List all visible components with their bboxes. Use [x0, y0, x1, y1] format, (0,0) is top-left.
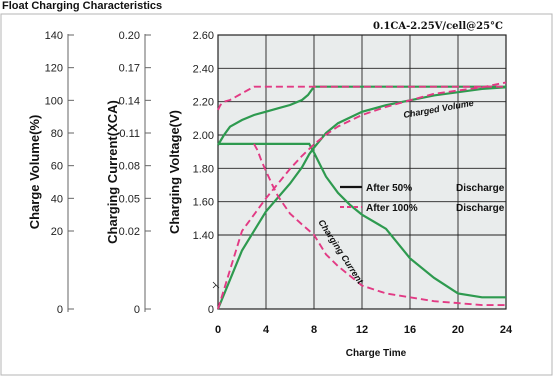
- x-axis-title: Charge Time: [346, 348, 407, 359]
- chart-frame: [0, 13, 553, 376]
- tick-labels: 1401201008060402000.200.170.140.110.080.…: [45, 30, 513, 336]
- volume-tick-label: 60: [51, 161, 63, 173]
- chart-title: Float Charging Characteristics: [2, 0, 162, 12]
- volume-tick-label: 100: [45, 95, 63, 107]
- volume-tick-label: 120: [45, 63, 63, 75]
- plot-border: [217, 34, 507, 310]
- legend: After 50% Discharge After 100% Discharge: [340, 183, 505, 214]
- volume-tick-label: 0: [57, 304, 63, 316]
- current-tick-label: 0: [134, 304, 140, 316]
- current-tick-label: 0.05: [119, 193, 140, 205]
- voltage-tick-label: 1.60: [193, 197, 214, 209]
- current-tick-label: 0.02: [119, 226, 140, 238]
- volume-tick-label: 20: [51, 226, 63, 238]
- current-tick-label: 0.14: [119, 95, 140, 107]
- axis-tick-marks: [68, 34, 151, 310]
- voltage-tick-label: 1.40: [193, 230, 214, 242]
- axis-break-icon: [212, 281, 220, 289]
- current-tick-label: 0.11: [119, 128, 140, 140]
- current-tick-label: 0.20: [119, 30, 140, 42]
- x-tick-label: 12: [356, 324, 368, 336]
- voltage-axis-title: Charging Voltage(V): [167, 110, 182, 234]
- series-lines: [216, 81, 507, 310]
- x-tick-label: 24: [500, 324, 513, 336]
- legend-label-2: After 100%: [366, 203, 418, 214]
- voltage-tick-label: 0: [208, 304, 214, 316]
- condition-label: 0.1CA-2.25V/cell@25°C: [373, 21, 503, 32]
- volume-tick-label: 40: [51, 193, 63, 205]
- x-tick-label: 4: [263, 324, 270, 336]
- voltage-tick-label: 2.40: [193, 63, 214, 75]
- current-axis-title: Charging Current(XCA): [105, 100, 120, 244]
- voltage-tick-label: 2.20: [193, 97, 214, 109]
- legend-suffix-2: Discharge: [456, 203, 505, 214]
- volume-axis-title: Charge Volume(%): [27, 115, 42, 230]
- legend-label-1: After 50%: [366, 183, 412, 194]
- series-voltage-after-100: [217, 85, 506, 111]
- volume-tick-label: 80: [51, 128, 63, 140]
- voltage-tick-label: 1.80: [193, 163, 214, 175]
- volume-tick-label: 140: [45, 30, 63, 42]
- series-current-after-50: [218, 142, 506, 299]
- x-tick-label: 8: [311, 324, 317, 336]
- grid-lines: [218, 35, 506, 309]
- x-tick-label: 0: [215, 324, 221, 336]
- x-tick-label: 20: [452, 324, 464, 336]
- x-tick-label: 16: [404, 324, 416, 336]
- series-volume-after-100: [217, 81, 507, 310]
- current-tick-label: 0.17: [119, 63, 140, 75]
- voltage-tick-label: 2.60: [193, 30, 214, 42]
- current-tick-label: 0.08: [119, 161, 140, 173]
- legend-suffix-1: Discharge: [456, 183, 505, 194]
- voltage-tick-label: 2.00: [193, 130, 214, 142]
- series-current-after-100: [253, 143, 506, 307]
